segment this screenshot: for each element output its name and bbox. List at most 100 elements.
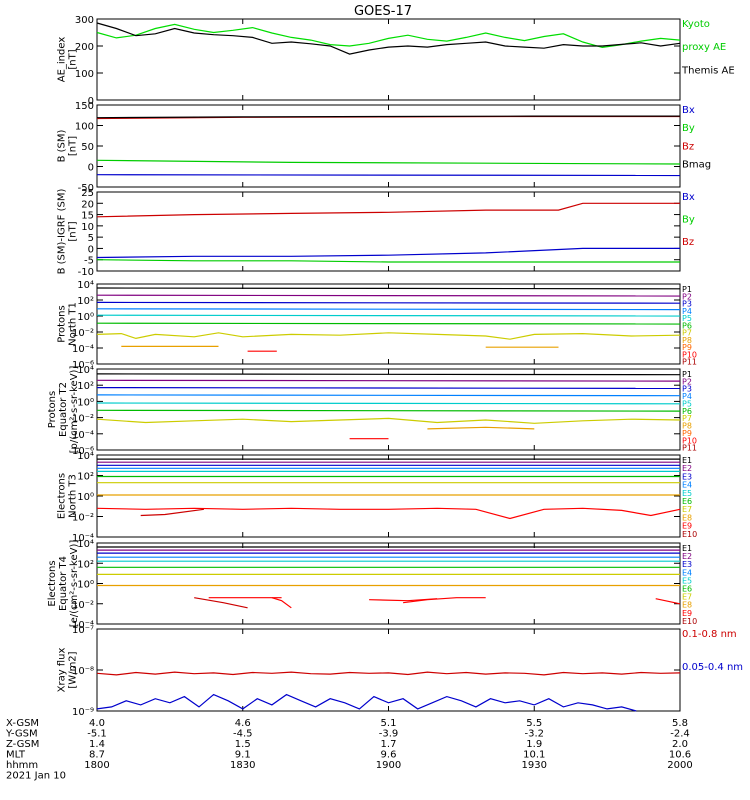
series-line-p6 — [96, 409, 681, 412]
y-axis-label: Equator T4 — [58, 556, 69, 611]
legend-label: E7 — [682, 505, 692, 514]
legend-label: P1 — [682, 285, 692, 294]
panel-protons_t2: 10⁻⁶ 10⁻⁴ 10⁻² 10⁰ 10² 10⁴ Protons Equator T2 [p… — [47, 365, 697, 457]
legend-label: P5 — [682, 314, 692, 323]
ytick-label: 0 — [88, 163, 94, 174]
series-line-e9b — [271, 597, 292, 609]
ytick-label: 200 — [75, 42, 94, 53]
ytick-label: 15 — [81, 211, 94, 222]
ytick-label: 0 — [88, 244, 94, 255]
x-row-label: X-GSM — [6, 718, 39, 729]
x-row-value: 10.1 — [523, 750, 545, 761]
legend-label: E5 — [682, 489, 692, 498]
legend-label: E9 — [682, 522, 692, 531]
series-line-p8 — [427, 426, 535, 430]
y-axis-label: [e/(cm²-s-sr-keV)] — [69, 540, 80, 628]
ytick-label: 10² — [77, 296, 94, 307]
y-axis-label: B (SM)-IGRF (SM) — [57, 189, 68, 275]
ytick-label: 20 — [81, 199, 94, 210]
legend-label: P3 — [682, 385, 692, 394]
y-axis-label: Equator T2 — [58, 382, 69, 437]
x-row-value: 4.6 — [235, 718, 251, 729]
ytick-label: 5 — [88, 233, 94, 244]
series-line-by — [96, 259, 680, 263]
y-axis-label: Xray flux — [57, 648, 68, 693]
x-row-label: hhmm — [6, 760, 38, 771]
x-row-value: 1.4 — [89, 739, 105, 750]
legend-label: Kyoto — [682, 19, 710, 30]
legend-label: E5 — [682, 576, 692, 585]
panel-xray: 10⁻⁹ 10⁻⁸ 10⁻⁷ Xray flux [W/m2] 0.1-0.8 nm 0.0… — [57, 625, 744, 718]
x-row-value: 1.5 — [235, 739, 251, 750]
y-axis-label: [nT] — [68, 49, 79, 69]
legend-label: By — [682, 215, 695, 226]
ytick-label: 10⁻² — [72, 513, 94, 524]
ytick-label: 10⁴ — [77, 365, 94, 376]
y-axis-label: [nT] — [68, 136, 79, 156]
legend-label: P11 — [682, 444, 697, 453]
legend-label: P2 — [682, 292, 692, 301]
x-row-label: Y-GSM — [5, 729, 38, 740]
legend-label: P10 — [682, 350, 697, 359]
x-row-value: 4.0 — [89, 718, 105, 729]
x-row-value: 8.7 — [89, 750, 105, 761]
legend-label: proxy AE — [682, 42, 726, 53]
x-row-value: 5.8 — [672, 718, 688, 729]
series-line-p1 — [96, 287, 681, 290]
legend-label: Bmag — [682, 160, 711, 171]
y-axis-label: AE_index — [57, 37, 68, 83]
series-line-p7 — [96, 417, 681, 424]
y-axis-label: Protons — [47, 391, 58, 428]
x-row-value: 9.6 — [381, 750, 397, 761]
legend-label: E4 — [682, 568, 692, 577]
series-line-bx — [96, 247, 680, 259]
x-axis-ephemeris: X-GSM 4.0 4.6 5.1 5.5 5.8 Y-GSM -5.1 -4.5 -3.9 -3.… — [5, 718, 693, 782]
ytick-label: 10⁴ — [77, 539, 94, 550]
y-axis-label: Protons — [57, 305, 68, 342]
series-line-p6 — [96, 322, 681, 325]
panel-protons_t1: 10⁻⁶ 10⁻⁴ 10⁻² 10⁰ 10² 10⁴ Protons North T1 P1P2… — [57, 280, 698, 371]
ytick-label: 100 — [75, 122, 94, 133]
legend-label: P8 — [682, 422, 692, 431]
legend-label: P2 — [682, 377, 692, 386]
x-row-value: 5.1 — [381, 718, 397, 729]
legend-label: E3 — [682, 560, 692, 569]
legend-label: P10 — [682, 436, 697, 445]
legend-label: P9 — [682, 429, 692, 438]
series-line-p7 — [96, 332, 681, 340]
series-line-p2 — [96, 379, 681, 382]
ytick-label: 10⁻⁴ — [72, 344, 94, 355]
series-line-p3 — [96, 301, 681, 304]
y-axis-label: B (SM) — [57, 129, 68, 162]
legend-label: E4 — [682, 481, 692, 490]
x-row-value: 2.0 — [672, 739, 688, 750]
legend-label: P6 — [682, 407, 692, 416]
x-row-value: 1830 — [230, 760, 255, 771]
y-axis-label: [p/(cm²-s-sr-keV)] — [69, 366, 80, 454]
plot-date: 2021 Jan 10 — [6, 771, 66, 782]
legend-label: E8 — [682, 513, 692, 522]
legend-label: By — [682, 123, 695, 134]
legend-label: Bz — [682, 237, 694, 248]
ytick-label: 0 — [88, 96, 94, 107]
ytick-label: -50 — [78, 183, 94, 194]
ytick-label: 10⁻² — [72, 414, 94, 425]
legend-label: E7 — [682, 593, 692, 602]
legend-label: E10 — [682, 617, 697, 626]
legend-label: E6 — [682, 585, 692, 594]
legend-label: P7 — [682, 329, 692, 338]
x-row-value: 5.5 — [526, 718, 542, 729]
ytick-label: 100 — [75, 69, 94, 80]
legend-label: Bx — [682, 105, 695, 116]
legend-label: E2 — [682, 552, 692, 561]
ytick-label: 10⁴ — [77, 280, 94, 291]
y-axis-label: [nT] — [68, 221, 79, 241]
panel-bsm: -50 0 50 100 150 B (SM) [nT] Bx By Bz Bmag — [57, 101, 712, 194]
legend-label: P6 — [682, 321, 692, 330]
legend-label: E9 — [682, 609, 692, 618]
y-axis-label: Electrons — [47, 560, 58, 606]
x-row-label: Z-GSM — [6, 739, 39, 750]
legend-label: Bx — [682, 192, 695, 203]
x-row-value: 1.9 — [526, 739, 542, 750]
